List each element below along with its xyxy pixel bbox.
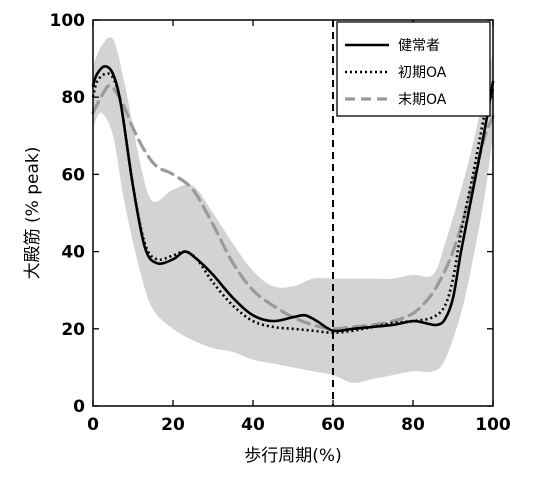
legend-label-late-oa: 末期OA xyxy=(398,92,447,108)
x-tick-label: 60 xyxy=(321,415,345,435)
y-tick-label: 0 xyxy=(73,397,85,417)
x-tick-label: 100 xyxy=(475,415,511,435)
legend: 健常者 初期OA 末期OA xyxy=(336,21,491,117)
x-tick-label: 20 xyxy=(161,415,185,435)
x-tick-label: 40 xyxy=(241,415,265,435)
y-tick-label: 100 xyxy=(50,11,86,31)
series-line-early-oa xyxy=(91,72,495,334)
series-layer xyxy=(91,65,495,334)
legend-label-early-oa: 初期OA xyxy=(398,64,447,81)
series-line-healthy xyxy=(91,65,495,333)
confidence-band-layer xyxy=(93,37,493,383)
x-tick-label: 0 xyxy=(87,415,99,435)
x-axis-title: 歩行周期(%) xyxy=(244,446,341,466)
x-tick-label: 80 xyxy=(401,415,425,435)
y-tick-label: 20 xyxy=(61,320,85,340)
confidence-band xyxy=(93,37,493,383)
y-tick-label: 40 xyxy=(61,243,85,263)
axis-ticks: 0 20 40 60 80 100 0 20 40 60 80 100 xyxy=(50,11,511,435)
y-tick-label: 80 xyxy=(61,88,85,108)
series-line-late-oa xyxy=(91,83,495,331)
y-axis-title: 大殿筋 (% peak) xyxy=(23,147,43,280)
plot-frame xyxy=(92,19,494,407)
y-tick-label: 60 xyxy=(61,165,85,185)
legend-label-healthy: 健常者 xyxy=(398,38,440,54)
